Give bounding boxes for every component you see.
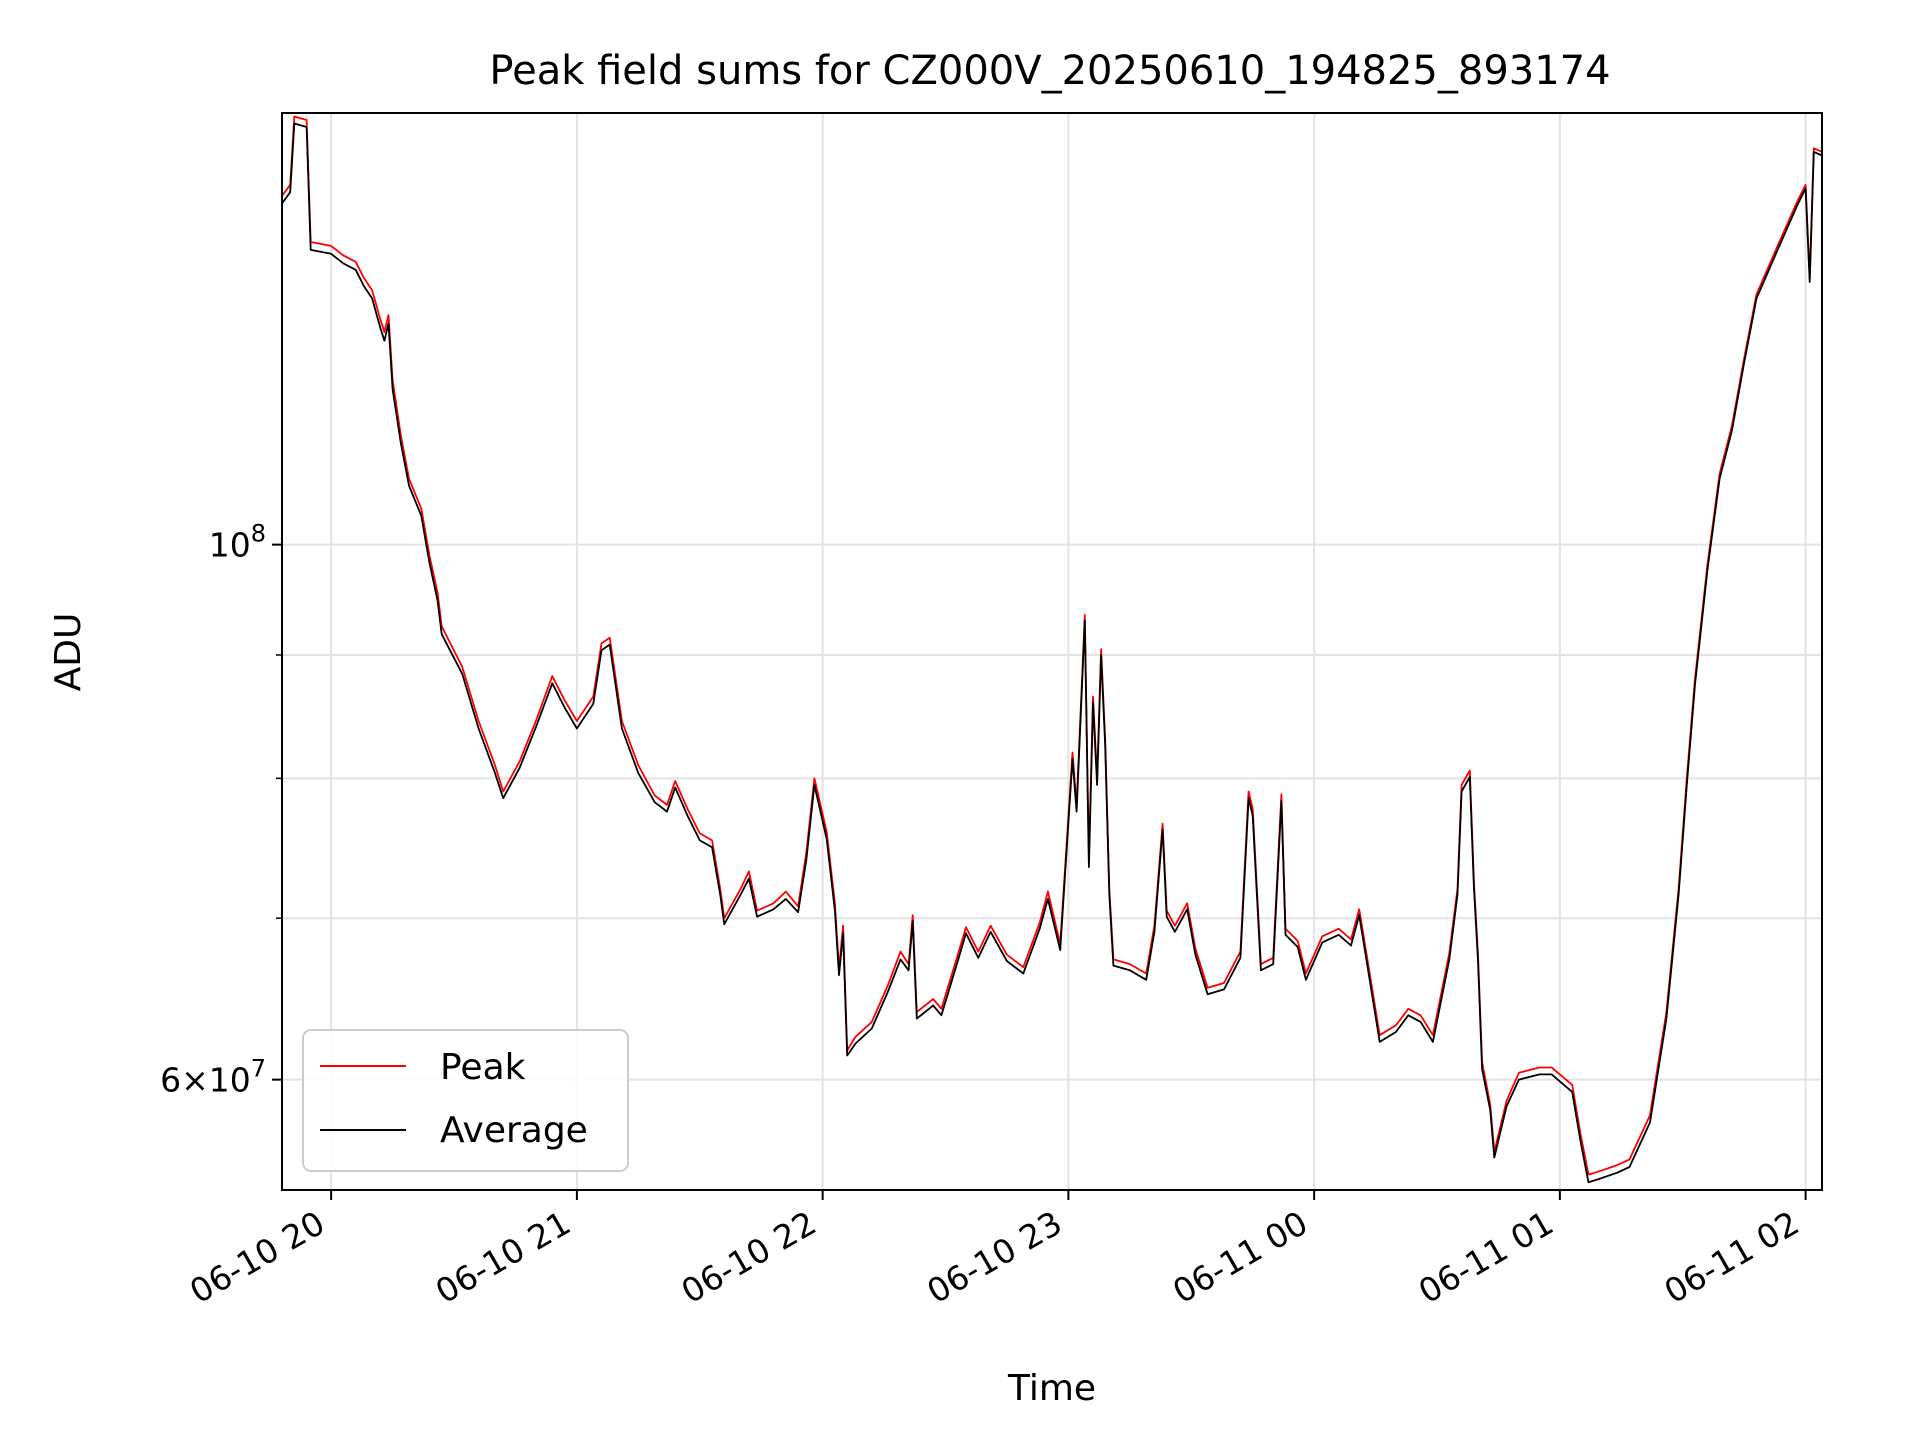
chart-title: Peak field sums for CZ000V_20250610_1948…	[489, 48, 1610, 94]
legend-average-label: Average	[440, 1110, 588, 1151]
series-line-average	[281, 122, 1823, 1184]
y-tick-label: 6×107	[160, 1055, 266, 1100]
legend: Peak Average	[302, 1029, 629, 1172]
plot-frame	[281, 112, 1823, 1191]
legend-peak-label: Peak	[440, 1047, 526, 1088]
y-axis-ticks: 6×107 108	[160, 520, 282, 1100]
series-lines	[281, 115, 1823, 1184]
x-axis-label: Time	[1007, 1368, 1096, 1409]
y-axis-label: ADU	[48, 613, 89, 692]
y-tick-label: 108	[209, 520, 266, 565]
